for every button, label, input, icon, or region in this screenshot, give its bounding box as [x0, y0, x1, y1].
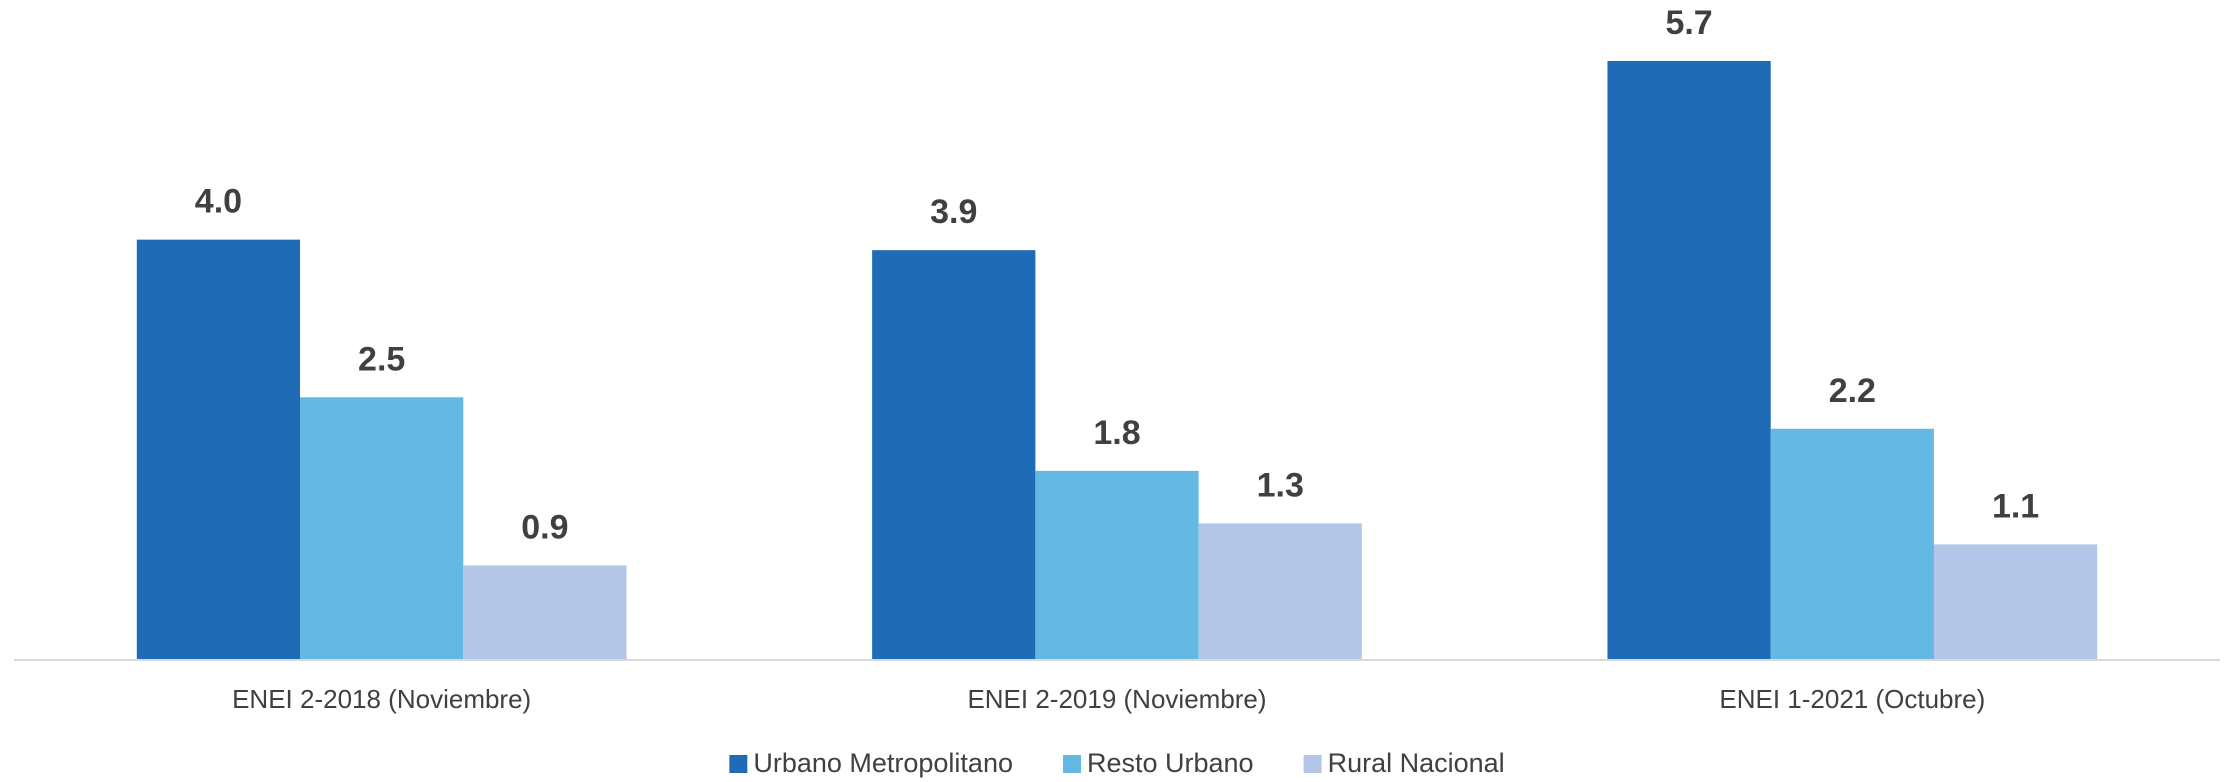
bar [872, 250, 1036, 660]
bar [136, 239, 301, 661]
legend-swatch [1062, 755, 1081, 773]
value-label: 1.8 [1093, 414, 1140, 452]
value-label: 1.1 [1992, 487, 2039, 525]
legend-label: Urbano Metropolitano [753, 748, 1013, 778]
value-label: 2.5 [358, 340, 405, 378]
bar [1607, 61, 1771, 660]
value-label: 2.2 [1829, 372, 1876, 410]
legend-label: Resto Urbano [1087, 748, 1254, 778]
bar [463, 565, 627, 660]
bar [300, 397, 464, 660]
x-tick-label: ENEI 1-2021 (Octubre) [1719, 684, 1985, 714]
x-tick-label: ENEI 2-2018 (Noviembre) [232, 684, 531, 714]
value-label: 1.3 [1257, 466, 1304, 504]
x-tick-label: ENEI 2-2019 (Noviembre) [967, 684, 1266, 714]
legend-swatch [729, 755, 748, 773]
legend-label: Rural Nacional [1328, 748, 1505, 778]
bar [1770, 428, 1934, 660]
bar [1198, 523, 1362, 660]
bar [1933, 544, 2098, 660]
value-label: 5.7 [1665, 4, 1712, 42]
legend-swatch [1303, 755, 1322, 773]
bar [1035, 470, 1199, 660]
value-label: 4.0 [195, 183, 242, 221]
value-label: 0.9 [521, 508, 568, 546]
value-label: 3.9 [930, 193, 977, 231]
